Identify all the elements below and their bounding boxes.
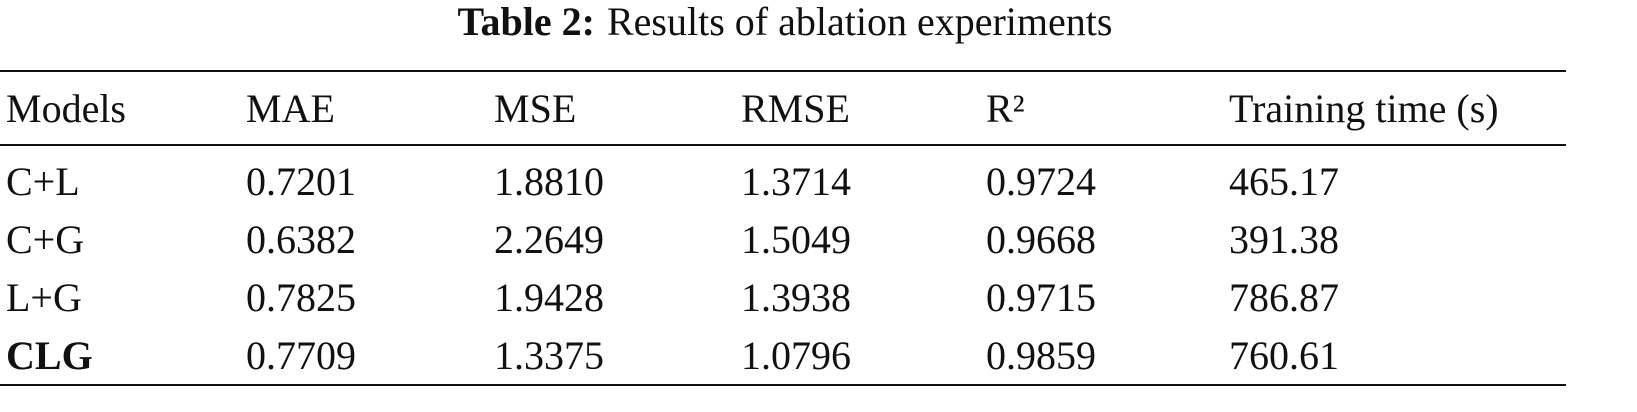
model-name: C+L xyxy=(6,158,80,204)
column-header: R² xyxy=(986,85,1025,131)
metric-cell: 760.61 xyxy=(1229,332,1339,378)
metric-cell: 391.38 xyxy=(1229,216,1339,262)
results-table: Models MAE MSE RMSE R² Training time (s) C+L 0… xyxy=(0,70,1566,386)
table-body: C+L 0.7201 1.8810 1.3714 0.9724 465.17 C+G 0.63… xyxy=(0,145,1566,385)
model-name: CLG xyxy=(6,332,93,378)
metric-cell: 0.7709 xyxy=(246,332,356,378)
metric-cell: 0.9859 xyxy=(986,332,1096,378)
metric-cell: 1.9428 xyxy=(494,274,604,320)
metric-cell: 2.2649 xyxy=(494,216,604,262)
metric-cell: 0.9715 xyxy=(986,274,1096,320)
metric-cell: 465.17 xyxy=(1229,158,1339,204)
header-row: Models MAE MSE RMSE R² Training time (s) xyxy=(0,71,1566,145)
model-name: C+G xyxy=(6,216,85,262)
table-row: CLG 0.7709 1.3375 1.0796 0.9859 760.61 xyxy=(0,326,1566,385)
column-header: MAE xyxy=(246,85,335,131)
caption-text: Results of ablation experiments xyxy=(607,0,1113,44)
column-header: MSE xyxy=(494,85,577,131)
metric-cell: 786.87 xyxy=(1229,274,1339,320)
column-header: Training time (s) xyxy=(1229,85,1499,131)
table-row: L+G 0.7825 1.9428 1.3938 0.9715 786.87 xyxy=(0,268,1566,326)
column-header: Models xyxy=(6,85,126,131)
caption-label: Table 2: xyxy=(457,0,595,44)
table-head: Models MAE MSE RMSE R² Training time (s) xyxy=(0,71,1566,145)
metric-cell: 0.9724 xyxy=(986,158,1096,204)
metric-cell: 1.3714 xyxy=(741,158,851,204)
metric-cell: 0.7825 xyxy=(246,274,356,320)
metric-cell: 0.9668 xyxy=(986,216,1096,262)
metric-cell: 1.8810 xyxy=(494,158,604,204)
metric-cell: 0.7201 xyxy=(246,158,356,204)
model-name: L+G xyxy=(6,274,82,320)
metric-cell: 1.0796 xyxy=(741,332,851,378)
column-header: RMSE xyxy=(741,85,850,131)
table-row: C+G 0.6382 2.2649 1.5049 0.9668 391.38 xyxy=(0,210,1566,268)
metric-cell: 1.3375 xyxy=(494,332,604,378)
metric-cell: 1.5049 xyxy=(741,216,851,262)
table-caption: Table 2: Results of ablation experiments xyxy=(0,0,1570,44)
metric-cell: 0.6382 xyxy=(246,216,356,262)
table-row: C+L 0.7201 1.8810 1.3714 0.9724 465.17 xyxy=(0,145,1566,210)
metric-cell: 1.3938 xyxy=(741,274,851,320)
